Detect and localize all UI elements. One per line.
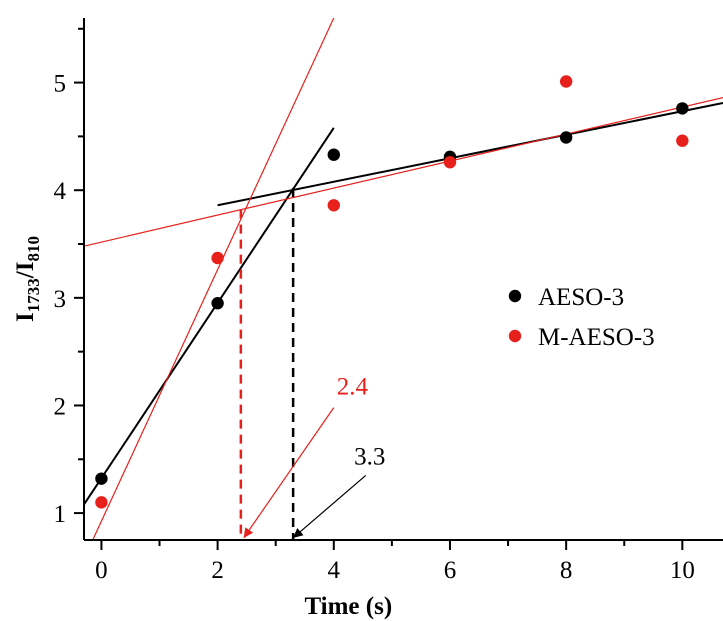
data-point-aeso-3-4 bbox=[559, 131, 573, 144]
annotation-arrow-0 bbox=[243, 407, 335, 539]
legend-marker-m-aeso-3 bbox=[508, 329, 522, 343]
y-tick-label-1: 2 bbox=[54, 393, 67, 420]
annotation-arrow-1 bbox=[292, 474, 367, 539]
x-tick-label-2: 4 bbox=[328, 557, 341, 584]
legend-label-m-aeso-3: M-AESO-3 bbox=[538, 324, 655, 351]
legend-marker-aeso-3 bbox=[508, 289, 522, 303]
data-point-aeso-3-5 bbox=[676, 102, 689, 115]
maeso-initial-fit bbox=[92, 17, 335, 541]
aeso-initial-fit bbox=[83, 127, 335, 506]
data-point-m-aeso-3-3 bbox=[443, 156, 457, 169]
maeso-plateau-fit bbox=[83, 97, 723, 247]
x-axis-title: Time (s) bbox=[304, 593, 392, 620]
x-tick-label-0: 0 bbox=[95, 557, 108, 584]
plot-layer bbox=[83, 17, 723, 541]
data-point-m-aeso-3-1 bbox=[211, 251, 224, 265]
y-tick-label-3: 4 bbox=[54, 178, 67, 205]
data-point-m-aeso-3-5 bbox=[676, 134, 689, 147]
x-tick-label-4: 8 bbox=[560, 557, 573, 584]
data-point-m-aeso-3-2 bbox=[327, 199, 340, 212]
y-axis-title: I1733/I810 bbox=[12, 236, 43, 322]
data-point-m-aeso-3-4 bbox=[559, 75, 573, 88]
y-tick-label-4: 5 bbox=[54, 71, 67, 98]
data-point-aeso-3-1 bbox=[211, 297, 224, 310]
x-tick-label-3: 6 bbox=[444, 557, 457, 584]
y-tick-label-0: 1 bbox=[54, 501, 67, 528]
legend-label-aeso-3: AESO-3 bbox=[538, 284, 624, 311]
annotation-layer: 2.4 3.3 bbox=[243, 374, 385, 539]
annotation-label-1: 3.3 bbox=[354, 444, 385, 471]
x-tick-label-1: 2 bbox=[211, 557, 224, 584]
x-tick-label-5: 10 bbox=[670, 557, 695, 584]
aeso-plateau-fit bbox=[217, 102, 723, 207]
y-tick-label-2: 3 bbox=[54, 286, 67, 313]
annotation-label-0: 2.4 bbox=[337, 374, 369, 401]
data-point-m-aeso-3-0 bbox=[95, 496, 108, 509]
data-point-aeso-3-0 bbox=[95, 472, 108, 485]
data-point-aeso-3-2 bbox=[327, 148, 340, 161]
legend: AESO-3 M-AESO-3 bbox=[508, 284, 655, 351]
